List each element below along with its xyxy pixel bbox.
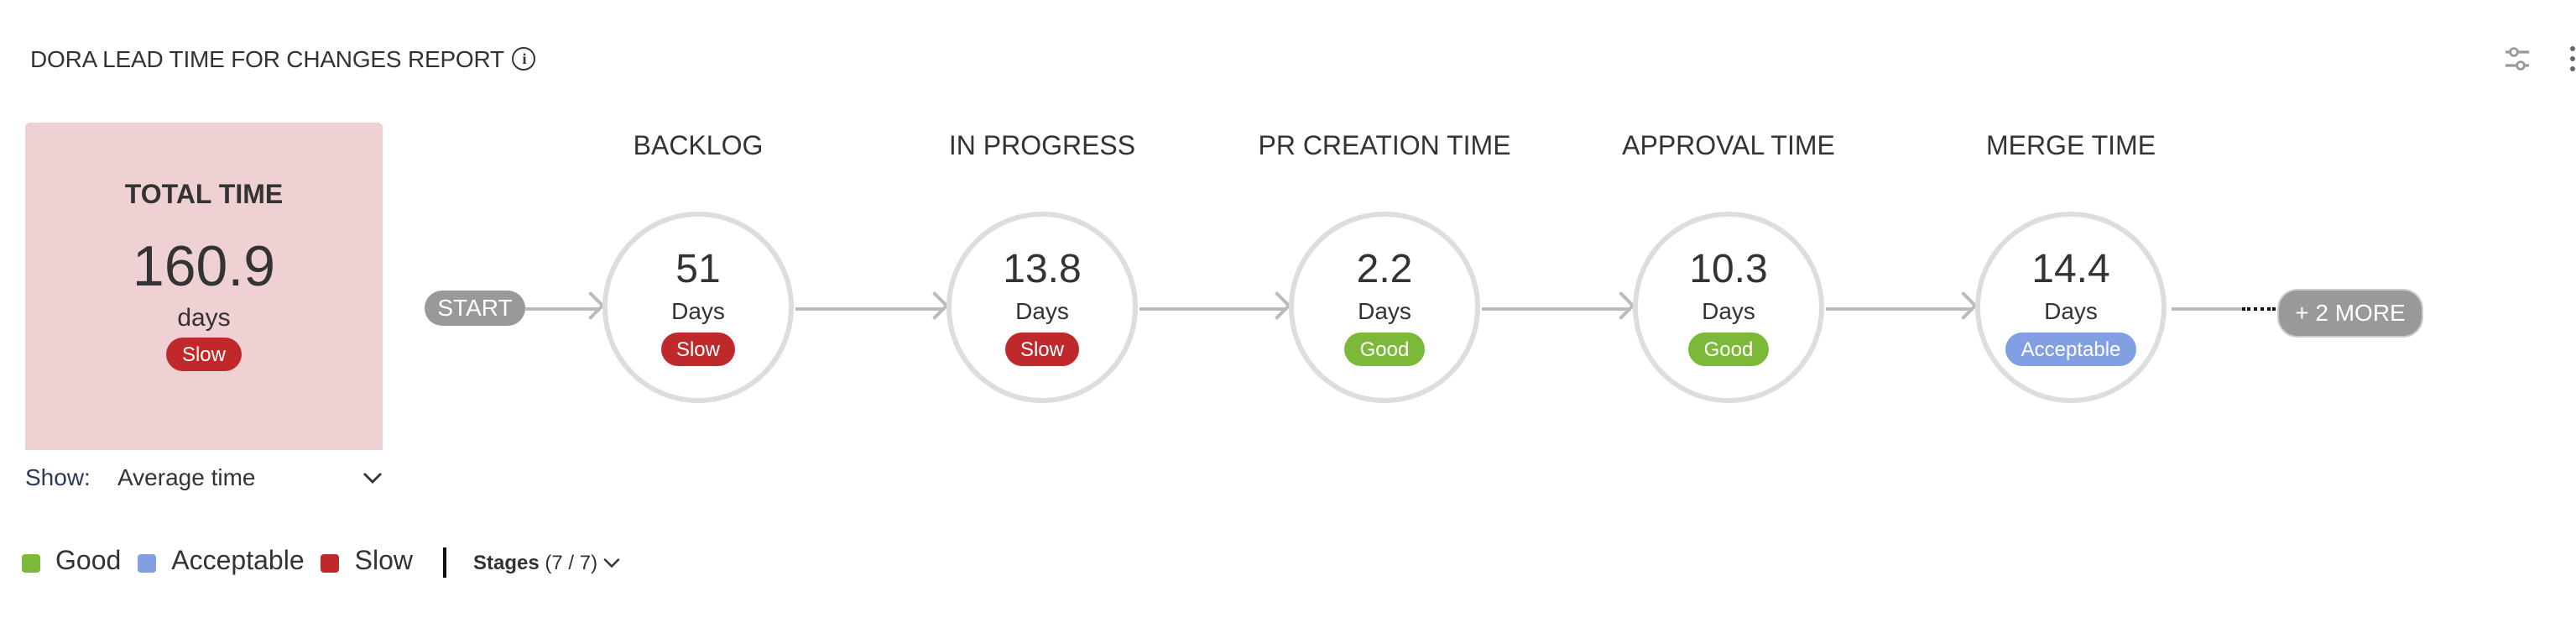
total-time-card: TOTAL TIME 160.9 days Slow [25,123,383,450]
show-value: Average time [117,464,256,490]
stage-label: BACKLOG [633,133,764,161]
stages-label: Stages [473,551,540,574]
stage-value: 2.2 [1356,247,1413,292]
stage-unit: Days [671,297,725,324]
legend: Good Acceptable Slow Stages (7 / 7) [22,547,622,578]
stage-circle[interactable]: 2.2 Days Good [1289,212,1480,403]
show-label: Show: [25,464,91,490]
stage-circle[interactable]: 14.4 Days Acceptable [1975,212,2167,403]
connector-line [795,307,945,311]
info-icon[interactable]: i [512,47,536,71]
legend-good: Good [55,547,122,576]
connector-line [525,307,599,311]
stage-value: 51 [675,247,721,292]
stage-unit: Days [1015,297,1069,324]
stage-unit: Days [2044,297,2098,324]
dotted-connector [2242,307,2276,311]
arrow-icon [1949,291,1978,320]
legend-acceptable: Acceptable [171,547,305,576]
stage-unit: Days [1702,297,1755,324]
stage-label: MERGE TIME [1985,133,2156,161]
chevron-down-icon [362,464,383,490]
stage-label: IN PROGRESS [948,133,1136,161]
status-badge: Slow [1004,333,1079,366]
status-badge: Good [1688,333,1769,366]
arrow-icon [1607,291,1635,320]
arrow-icon [1263,291,1291,320]
stage-label: APPROVAL TIME [1622,133,1835,161]
chevron-down-icon [603,551,622,574]
status-badge: Slow [660,333,735,366]
arrow-icon [576,291,605,320]
report-title-text: DORA LEAD TIME FOR CHANGES REPORT [30,45,504,72]
stages-dropdown[interactable]: Stages (7 / 7) [473,551,622,574]
start-pill: START [425,291,525,326]
status-badge: Good [1344,333,1425,366]
total-time-heading: TOTAL TIME [124,181,284,210]
stage-value: 13.8 [1003,247,1082,292]
arrow-icon [920,291,949,320]
connector-line [1139,307,1287,311]
stage-unit: Days [1358,297,1411,324]
show-dropdown[interactable]: Show: Average time [25,464,383,490]
legend-swatch-slow [321,553,340,572]
sliders-icon[interactable] [2504,45,2531,72]
kebab-menu-icon[interactable] [2568,45,2576,72]
connector-line [2172,307,2242,311]
status-badge: Slow [166,338,241,371]
status-badge: Acceptable [2005,333,2136,366]
stage-circle[interactable]: 10.3 Days Good [1633,212,1824,403]
legend-swatch-good [22,553,40,572]
stage-value: 10.3 [1689,247,1768,292]
legend-slow: Slow [354,547,413,576]
report-title: DORA LEAD TIME FOR CHANGES REPORT i [30,45,536,72]
stage-circle[interactable]: 13.8 Days Slow [946,212,1138,403]
stage-value: 14.4 [2031,247,2110,292]
total-time-value: 160.9 [132,235,276,299]
connector-line [1482,307,1631,311]
stage-circle[interactable]: 51 Days Slow [602,212,794,403]
more-stages-button[interactable]: + 2 MORE [2277,289,2423,338]
connector-line [1826,307,1974,311]
stage-label: PR CREATION TIME [1258,133,1511,161]
total-time-unit: days [177,304,231,333]
divider [443,547,446,578]
stages-count: (7 / 7) [545,551,598,574]
legend-swatch-acceptable [138,553,157,572]
